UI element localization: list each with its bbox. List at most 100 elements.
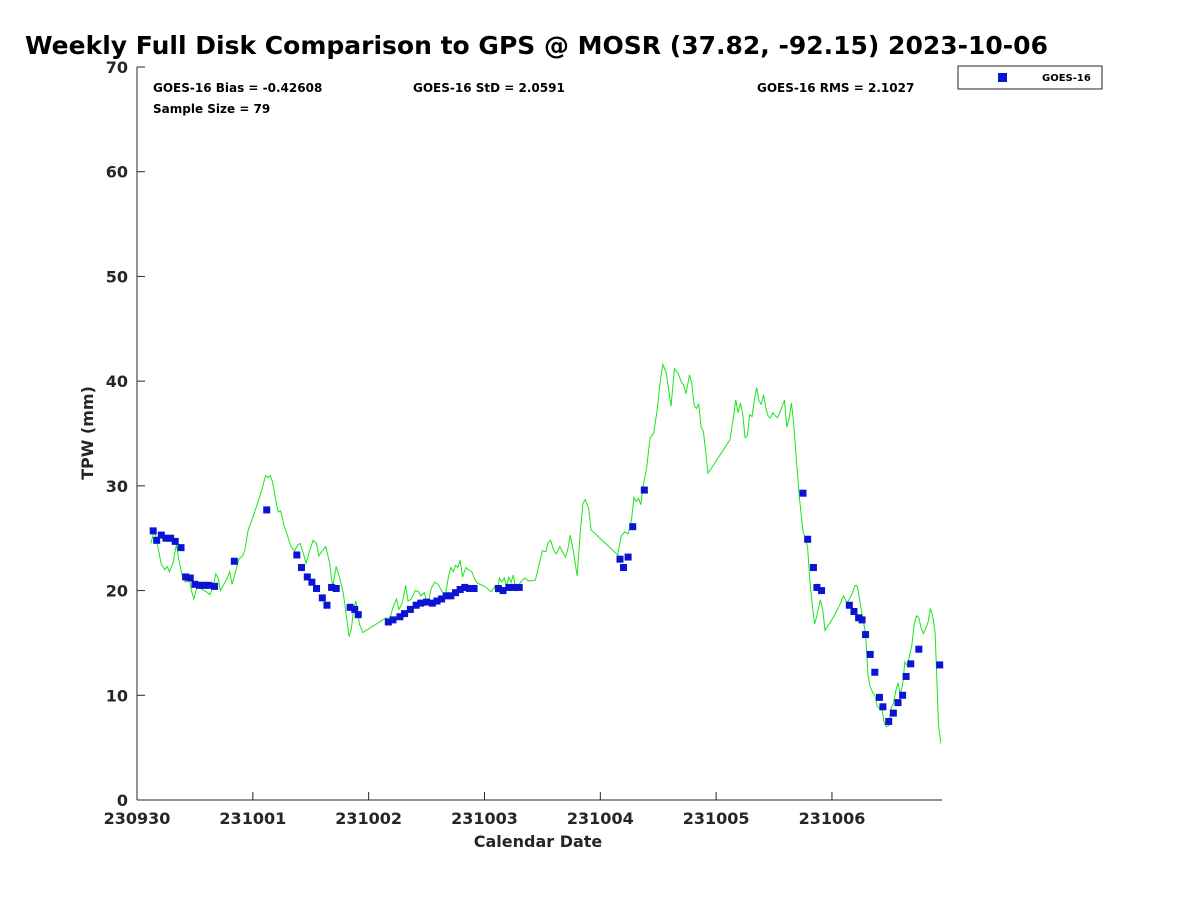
goes16-point bbox=[879, 703, 887, 711]
goes16-point bbox=[346, 603, 354, 611]
goes16-point bbox=[629, 523, 637, 531]
x-tick-label: 231003 bbox=[451, 809, 518, 828]
goes16-point bbox=[499, 587, 507, 595]
goes16-point bbox=[902, 672, 910, 680]
goes16-point bbox=[167, 534, 175, 542]
goes16-point bbox=[171, 537, 179, 545]
chart-title: Weekly Full Disk Comparison to GPS @ MOS… bbox=[25, 31, 1048, 60]
goes16-point bbox=[907, 660, 915, 668]
goes16-point bbox=[186, 574, 194, 582]
stats-annotations: GOES-16 Bias = -0.42608 GOES-16 StD = 2.… bbox=[153, 81, 914, 116]
goes16-point bbox=[318, 594, 326, 602]
goes16-point bbox=[894, 699, 902, 707]
y-tick-label: 10 bbox=[106, 686, 128, 705]
goes16-point bbox=[293, 551, 301, 559]
goes16-point bbox=[433, 597, 441, 605]
goes16-point bbox=[149, 527, 157, 535]
goes16-point bbox=[461, 583, 469, 591]
goes16-point bbox=[936, 661, 944, 669]
goes16-point bbox=[616, 555, 624, 563]
goes16-point bbox=[494, 584, 502, 592]
rms-annotation: GOES-16 RMS = 2.1027 bbox=[757, 81, 914, 95]
goes16-point bbox=[396, 613, 404, 621]
goes16-point bbox=[384, 618, 392, 626]
goes16-point bbox=[885, 717, 893, 725]
goes16-point bbox=[211, 582, 219, 590]
goes16-point bbox=[624, 553, 632, 561]
goes16-point bbox=[465, 584, 473, 592]
goes16-point bbox=[804, 535, 812, 543]
goes16-point bbox=[818, 587, 826, 595]
goes16-point bbox=[871, 668, 879, 676]
sample-size-annotation: Sample Size = 79 bbox=[153, 102, 270, 116]
x-tick-label: 230930 bbox=[104, 809, 171, 828]
goes16-point bbox=[162, 534, 170, 542]
y-tick-label: 50 bbox=[106, 267, 128, 286]
goes16-point bbox=[412, 601, 420, 609]
goes16-point bbox=[177, 544, 185, 552]
legend-marker-goes16 bbox=[998, 73, 1007, 82]
goes16-point bbox=[438, 595, 446, 603]
goes16-point bbox=[230, 557, 238, 565]
goes16-point bbox=[470, 584, 478, 592]
series-layer bbox=[149, 362, 944, 744]
goes16-point bbox=[153, 536, 161, 544]
x-tick-label: 231006 bbox=[799, 809, 866, 828]
goes16-point bbox=[417, 599, 425, 607]
goes16-point bbox=[866, 650, 874, 658]
goes16-point bbox=[351, 605, 359, 613]
x-ticks: 230930 231001 231002 231003 231004 231005 2310… bbox=[104, 792, 866, 828]
goes16-point bbox=[640, 486, 648, 494]
goes16-point bbox=[303, 573, 311, 581]
goes16-point bbox=[619, 564, 627, 572]
legend-box bbox=[957, 65, 1103, 90]
goes16-point bbox=[191, 580, 199, 588]
goes16-point bbox=[196, 581, 204, 589]
goes16-point bbox=[157, 531, 165, 539]
goes16-point bbox=[889, 709, 897, 717]
goes16-point bbox=[313, 584, 321, 592]
std-annotation: GOES-16 StD = 2.0591 bbox=[413, 81, 565, 95]
goes16-point bbox=[915, 645, 923, 653]
goes16-point bbox=[813, 583, 821, 591]
goes16-point bbox=[845, 601, 853, 609]
x-tick-label: 231001 bbox=[219, 809, 286, 828]
plot-area: 0 10 20 30 40 50 60 70 230930 231001 231002 231003… bbox=[104, 58, 944, 828]
y-tick-label: 30 bbox=[106, 477, 128, 496]
goes16-point bbox=[442, 592, 450, 600]
goes16-point bbox=[456, 586, 464, 594]
goes16-point bbox=[297, 564, 305, 572]
legend-label-goes16: GOES-16 bbox=[1042, 73, 1091, 84]
goes16-point bbox=[406, 605, 414, 613]
goes16-point bbox=[452, 589, 460, 597]
goes16-point bbox=[328, 583, 336, 591]
goes16-point bbox=[875, 693, 883, 701]
goes16-point bbox=[182, 573, 190, 581]
goes16-point bbox=[858, 616, 866, 624]
goes16-point bbox=[332, 584, 340, 592]
goes16-point bbox=[428, 599, 436, 607]
goes16-point bbox=[799, 489, 807, 497]
y-tick-label: 0 bbox=[117, 791, 128, 810]
goes16-point bbox=[447, 592, 455, 600]
gps-series-line bbox=[150, 362, 942, 744]
goes16-point bbox=[899, 691, 907, 699]
x-tick-label: 231005 bbox=[683, 809, 750, 828]
x-tick-label: 231002 bbox=[335, 809, 402, 828]
y-tick-label: 70 bbox=[106, 58, 128, 77]
x-tick-label: 231004 bbox=[567, 809, 634, 828]
goes16-point bbox=[354, 611, 362, 619]
goes16-point bbox=[263, 506, 271, 514]
goes16-point bbox=[509, 583, 517, 591]
y-axis-label: TPW (mm) bbox=[78, 386, 97, 480]
goes16-point bbox=[505, 583, 513, 591]
goes16-point bbox=[862, 631, 870, 639]
goes16-point bbox=[200, 581, 208, 589]
legend: GOES-16 bbox=[957, 65, 1103, 90]
goes16-point bbox=[515, 583, 523, 591]
goes16-point bbox=[850, 608, 858, 616]
y-tick-label: 60 bbox=[106, 163, 128, 182]
goes16-point bbox=[423, 598, 431, 606]
y-tick-label: 20 bbox=[106, 582, 128, 601]
